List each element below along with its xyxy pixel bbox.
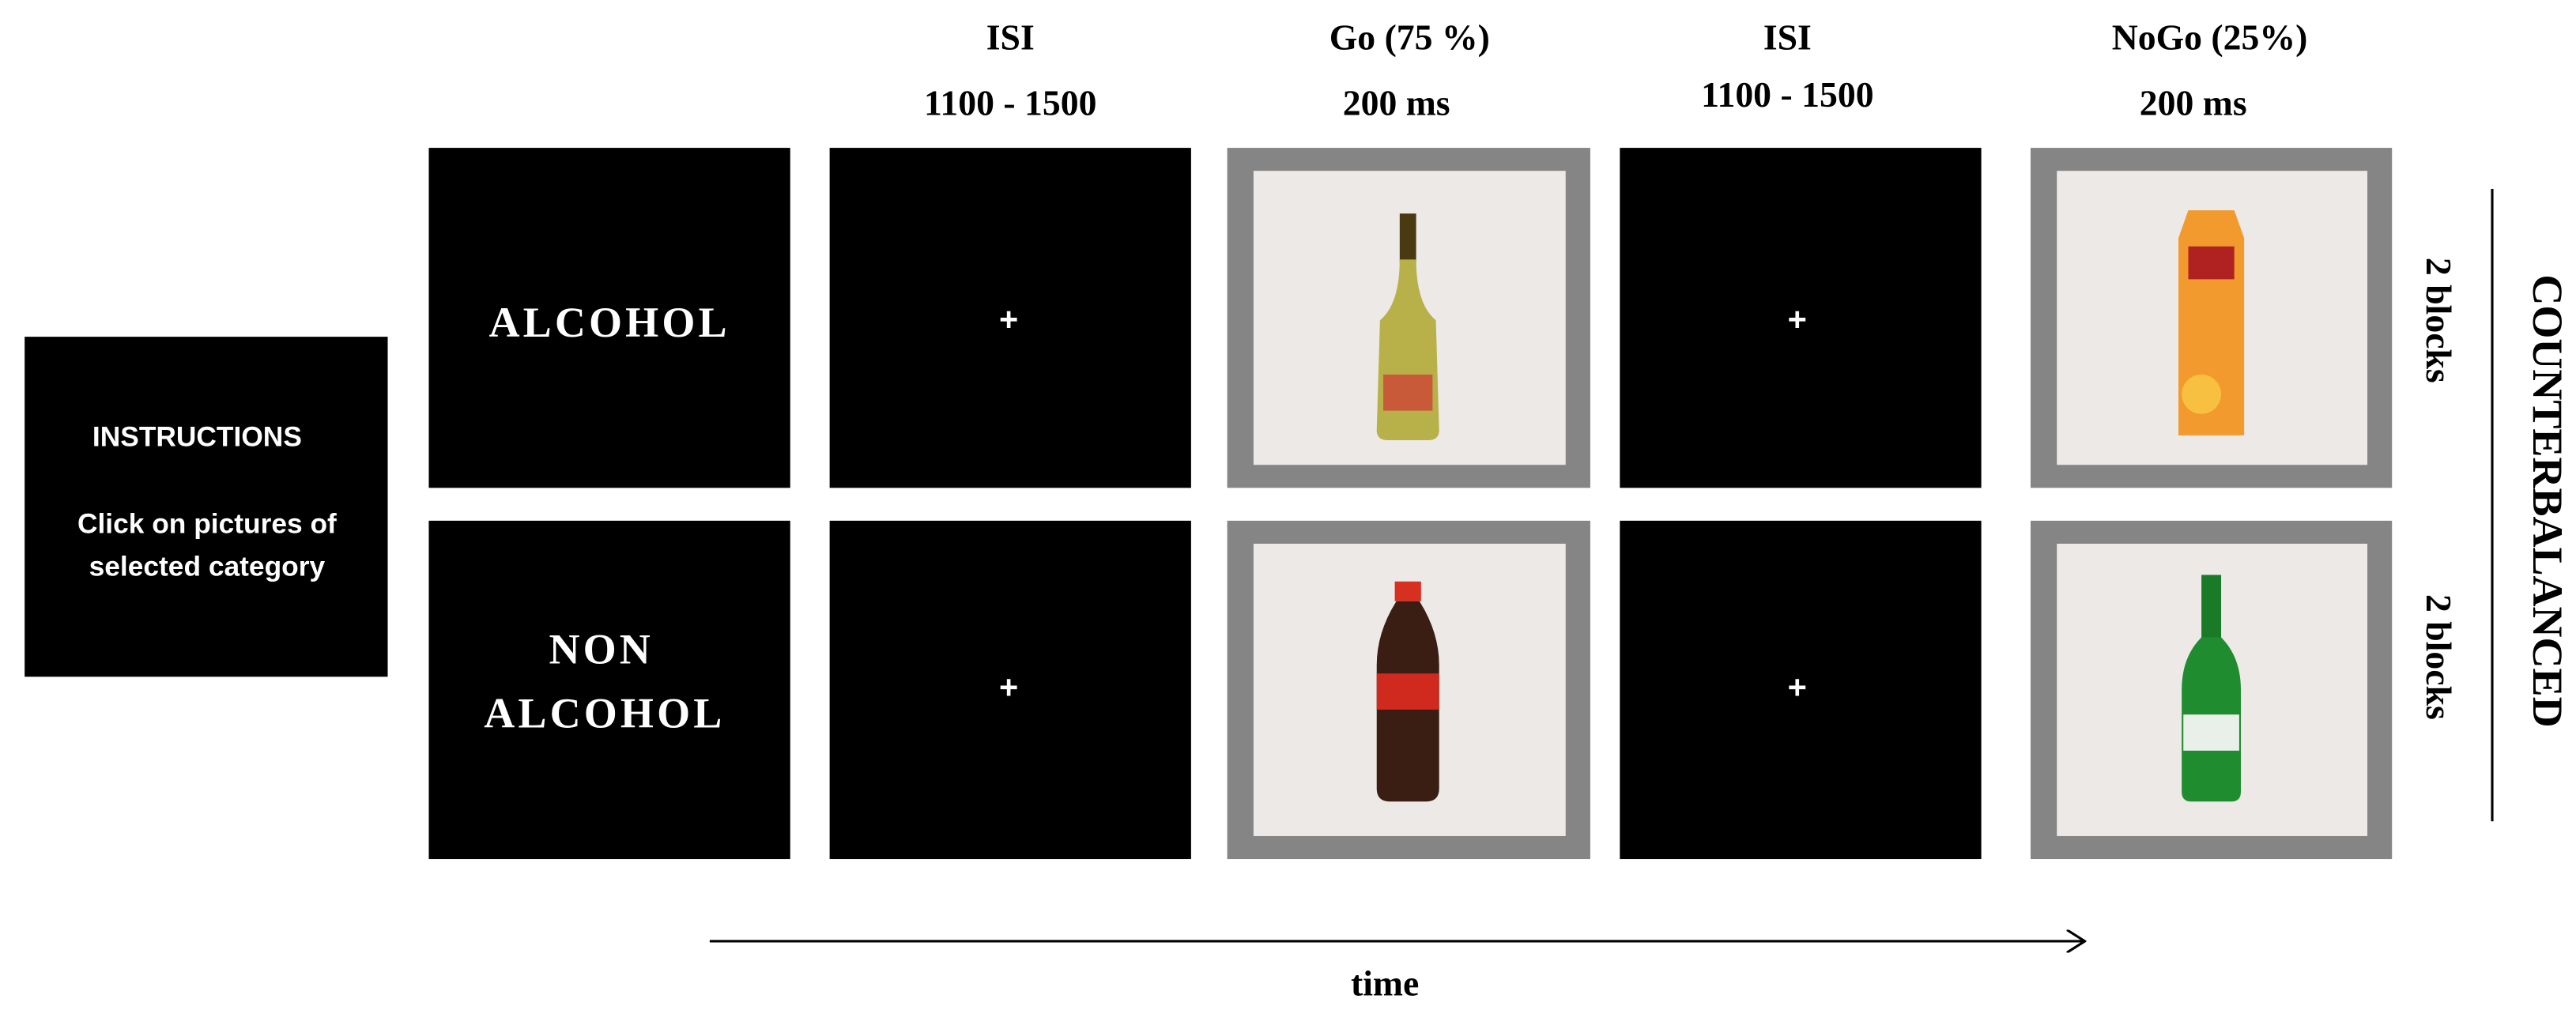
instructions-screen [25,337,388,677]
isi-screen [1620,520,1982,860]
juice-carton [2178,210,2245,435]
isi-screen [1620,148,1982,488]
column-duration: 1100 - 1500 [924,83,1096,123]
wine-bottle [1376,213,1439,441]
blocks-label: 2 blocks [2419,594,2459,720]
instructions-text: selected category [89,551,326,582]
column-duration: 200 ms [2140,83,2247,123]
column-label: NoGo (25%) [2112,17,2308,57]
time-label: time [1351,963,1419,1004]
fixation-cross: + [1788,300,1807,337]
instructions-text: Click on pictures of [77,508,337,539]
counterbalanced-label: COUNTERBALANCED [2524,274,2571,727]
category-label: ALCOHOL [484,690,725,737]
category-screen [428,148,790,488]
category-screen [428,520,790,860]
column-duration: 1100 - 1500 [1701,74,1873,115]
column-duration: 200 ms [1343,83,1450,123]
isi-screen [829,148,1191,488]
column-label: ISI [1763,17,1812,57]
beer-bottle [2182,575,2241,802]
cola-bottle [1376,581,1439,802]
fixation-cross: + [999,669,1018,706]
isi-screen [829,520,1191,860]
fixation-cross: + [999,300,1018,337]
blocks-label: 2 blocks [2419,258,2459,383]
category-label: NON [549,626,654,673]
instructions-title: INSTRUCTIONS [92,421,302,452]
category-label: ALCOHOL [488,299,730,346]
column-label: Go (75 %) [1329,17,1490,57]
column-label: ISI [986,17,1035,57]
fixation-cross: + [1788,669,1807,706]
